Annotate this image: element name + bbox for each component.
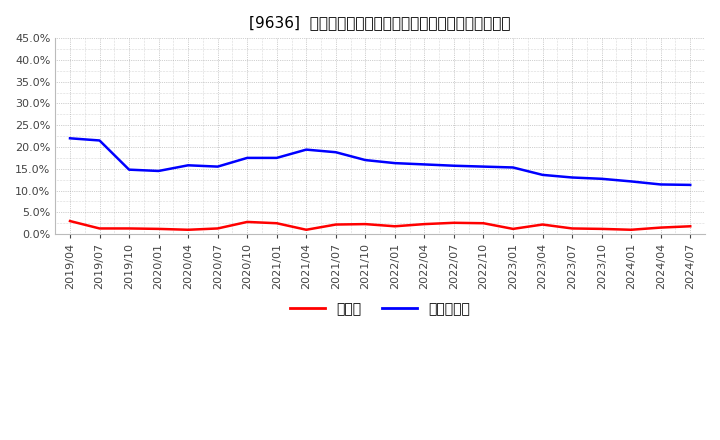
現顔金 [361,221,369,227]
有利子負債 [420,162,428,167]
Line: 有利子負債: 有利子負債 [70,138,690,185]
有利子負債 [125,167,133,172]
有利子負債 [302,147,310,152]
有利子負債 [66,136,74,141]
現顔金 [420,221,428,227]
有利子負債 [686,182,695,187]
現顔金 [480,220,488,226]
現顔金 [449,220,458,225]
現顔金 [390,224,399,229]
現顔金 [539,222,547,227]
現顔金 [243,219,251,224]
現顔金 [66,218,74,224]
有利子負債 [449,163,458,169]
現顔金 [657,225,665,230]
現顔金 [154,226,163,231]
現顔金 [184,227,192,232]
Title: [9636]  現顔金、有利子負債の総資産に対する比率の推移: [9636] 現顔金、有利子負債の総資産に対する比率の推移 [249,15,511,30]
有利子負債 [627,179,636,184]
現顔金 [627,227,636,232]
有利子負債 [154,169,163,174]
有利子負債 [272,155,281,161]
有利子負債 [598,176,606,181]
有利子負債 [657,182,665,187]
有利子負債 [243,155,251,161]
現顔金 [568,226,577,231]
現顔金 [331,222,340,227]
有利子負債 [95,138,104,143]
有利子負債 [539,172,547,177]
有利子負債 [184,163,192,168]
Line: 現顔金: 現顔金 [70,221,690,230]
現顔金 [302,227,310,232]
現顔金 [125,226,133,231]
Legend: 現顔金, 有利子負債: 現顔金, 有利子負債 [285,296,475,321]
有利子負債 [509,165,518,170]
有利子負債 [568,175,577,180]
有利子負債 [331,150,340,155]
現顔金 [272,220,281,226]
有利子負債 [213,164,222,169]
有利子負債 [480,164,488,169]
現顔金 [213,226,222,231]
現顔金 [598,226,606,231]
有利子負債 [390,161,399,166]
有利子負債 [361,158,369,163]
現顔金 [509,226,518,231]
現顔金 [95,226,104,231]
現顔金 [686,224,695,229]
